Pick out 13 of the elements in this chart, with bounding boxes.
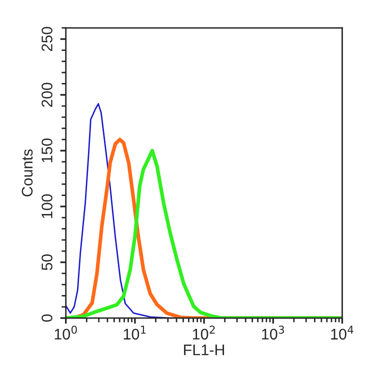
x-tick-label: 10$^{2}$	[192, 326, 215, 340]
y-tick-label: 100	[42, 194, 52, 218]
x-tick-label: 10$^{1}$	[124, 326, 146, 340]
y-tick-label: 0	[42, 314, 52, 322]
x-tick-label: 10$^{4}$	[331, 326, 354, 340]
y-tick-label: 50	[42, 254, 52, 270]
x-tick-label: 10$^{3}$	[262, 326, 284, 340]
y-tick-label: 200	[42, 82, 52, 107]
x-tick-label: 10$^{0}$	[54, 326, 77, 340]
y-tick-label: 250	[42, 26, 52, 52]
y-axis-title: Counts	[22, 149, 33, 196]
x-axis-title: FL1-H	[184, 344, 224, 356]
y-tick-label: 150	[42, 138, 52, 162]
